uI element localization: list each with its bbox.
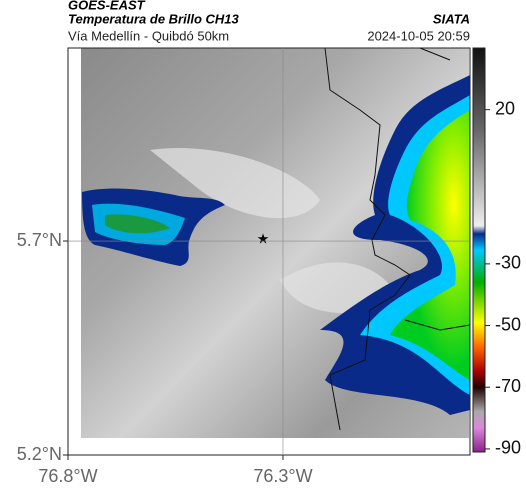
title: GOES-EAST (68, 0, 146, 12)
x-tick-label: 76.3°W (253, 466, 312, 486)
y-tick-label: 5.2°N (17, 444, 62, 464)
y-tick-label: 5.7°N (17, 230, 62, 250)
x-tick-label: 76.8°W (38, 466, 97, 486)
colorbar-tick-label: -90 (495, 438, 521, 458)
map-imagery: ★ (67, 47, 471, 456)
cold-cloud-core (390, 110, 470, 380)
boundary (324, 47, 471, 431)
colorbar-tick-label: -50 (495, 314, 521, 334)
light-cloud (150, 148, 320, 219)
map-border (67, 47, 471, 456)
subtitle: Temperatura de Brillo CH13 (68, 11, 240, 26)
colorbar-tick-label: 20 (495, 98, 515, 118)
colorbar-tick-label: -70 (495, 376, 521, 396)
timestamp: 2024-10-05 20:59 (367, 28, 470, 43)
colorbar-tick-label: -30 (495, 253, 521, 273)
source: SIATA (433, 11, 470, 26)
colorbar (472, 47, 486, 453)
route: Vía Medellín - Quibdó 50km (68, 28, 229, 43)
cold-cloud (105, 214, 170, 234)
location-star: ★ (257, 231, 270, 247)
